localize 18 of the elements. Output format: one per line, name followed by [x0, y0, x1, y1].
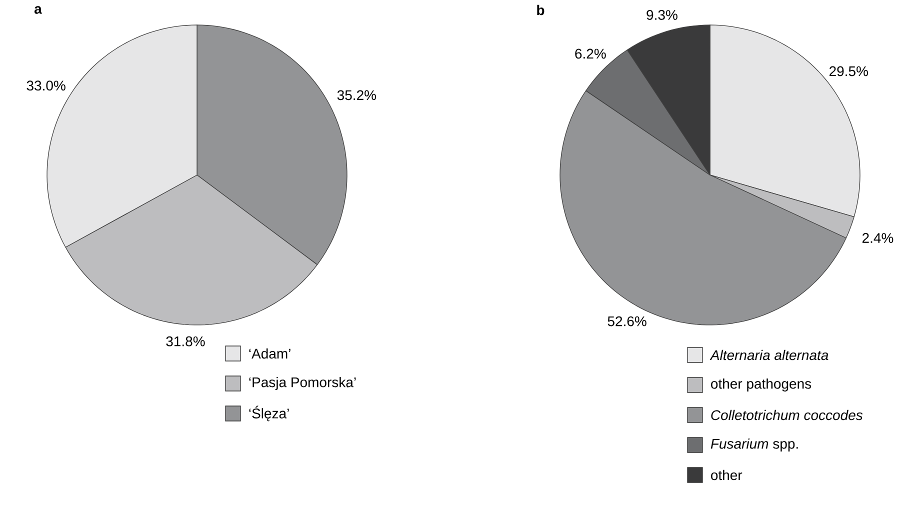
- legend-label: ‘Pasja Pomorska’: [249, 376, 356, 390]
- data-label: 6.2%: [575, 48, 606, 59]
- chart-title: b: [537, 4, 544, 16]
- legend-label: Fusarium spp.: [710, 438, 798, 452]
- data-label: 2.4%: [862, 233, 894, 243]
- legend-label: Colletotrichum coccodes: [711, 410, 863, 420]
- data-label: 29.5%: [830, 66, 868, 76]
- legend-label: ‘Ślęza’: [249, 406, 289, 422]
- legend-label: ‘Adam’: [249, 348, 290, 359]
- chart-title: a: [34, 6, 42, 14]
- data-label: 33.0%: [26, 80, 66, 91]
- data-label: 9.3%: [646, 10, 678, 20]
- data-label: 35.2%: [337, 90, 376, 100]
- legend-label: other: [711, 470, 742, 480]
- legend-label: other pathogens: [711, 378, 812, 392]
- data-label: 52.6%: [608, 316, 646, 326]
- legend-label: Alternaria alternata: [710, 350, 828, 360]
- data-label: 31.8%: [166, 336, 205, 346]
